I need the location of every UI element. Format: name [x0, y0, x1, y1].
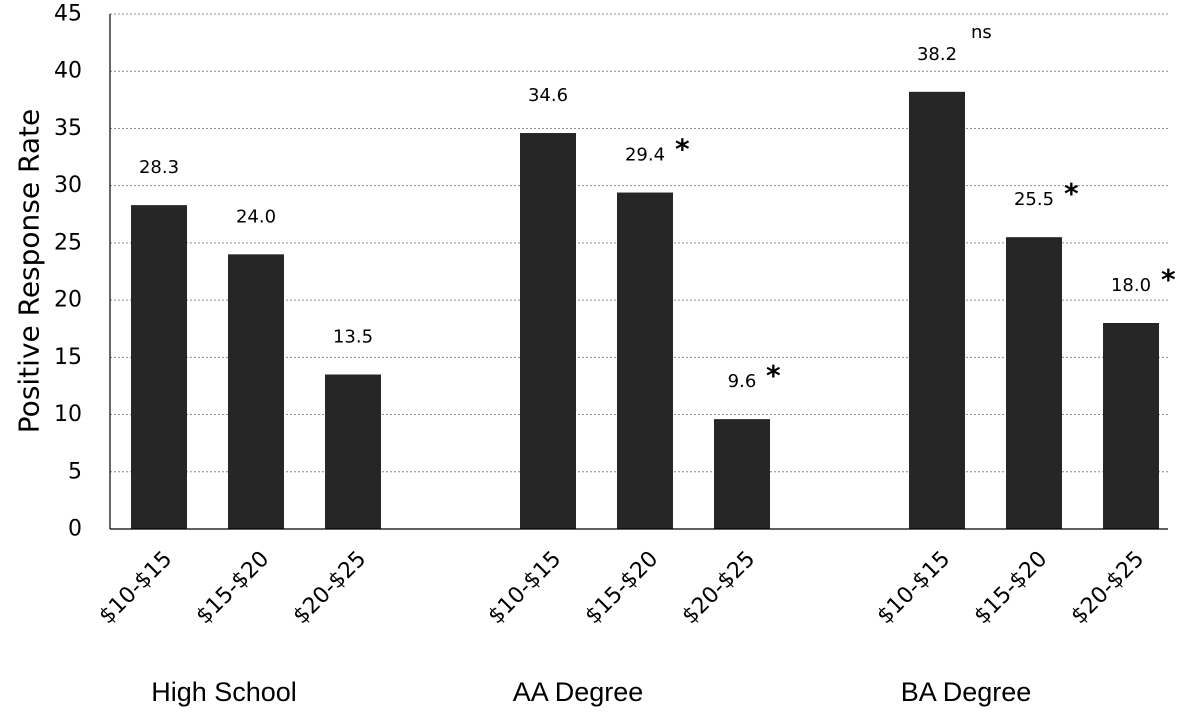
bars	[131, 91, 1159, 530]
significance-marker: *	[1064, 177, 1079, 210]
data-label: 18.0	[1111, 275, 1151, 296]
group-label: AA Degree	[513, 677, 644, 707]
y-tick-label: 5	[68, 459, 82, 484]
category-label: $15-$20	[581, 547, 664, 630]
y-tick-label: 35	[54, 116, 82, 141]
category-labels: $10-$15 $15-$20 $20-$25 $10-$15 $15-$20 $20-$…	[95, 547, 1150, 630]
bar	[325, 374, 381, 529]
data-label: 25.5	[1014, 189, 1054, 210]
y-tick-label: 0	[68, 517, 82, 542]
category-label: $10-$15	[484, 547, 567, 630]
y-tick-label: 10	[54, 402, 82, 427]
y-tick-label: 25	[54, 230, 82, 255]
y-axis-ticks: 0 5 10 15 20 25 30 35 40 45	[54, 2, 82, 542]
y-tick-label: 30	[54, 173, 82, 198]
bar	[228, 254, 284, 530]
category-label: $15-$20	[970, 547, 1053, 630]
group-label: High School	[151, 677, 297, 707]
significance-marker: ns	[971, 22, 992, 43]
bar	[617, 192, 673, 530]
data-labels: 28.3 24.0 13.5 34.6 29.4 * 9.6 * 38.2 ns 25.5 * 18.0…	[139, 22, 1176, 392]
y-tick-label: 20	[54, 288, 82, 313]
significance-marker: *	[766, 359, 781, 392]
category-label: $10-$15	[873, 547, 956, 630]
bar	[520, 133, 576, 529]
data-label: 34.6	[528, 85, 568, 106]
y-tick-label: 15	[54, 345, 82, 370]
category-label: $20-$25	[1067, 547, 1150, 630]
y-axis-label: Positive Response Rate	[13, 109, 46, 433]
significance-marker: *	[675, 133, 690, 166]
bar	[131, 205, 187, 529]
bar	[714, 419, 770, 529]
data-label: 38.2	[917, 44, 957, 65]
bar	[909, 91, 965, 530]
category-label: $20-$25	[289, 547, 372, 630]
data-label: 13.5	[333, 327, 373, 348]
data-label: 28.3	[139, 157, 179, 178]
bar	[1103, 323, 1159, 529]
bar	[1006, 237, 1062, 529]
y-tick-label: 40	[54, 59, 82, 84]
group-labels: High School AA Degree BA Degree	[151, 677, 1031, 707]
significance-marker: *	[1161, 263, 1176, 296]
data-label: 9.6	[728, 371, 757, 392]
group-label: BA Degree	[901, 677, 1032, 707]
category-label: $10-$15	[95, 547, 178, 630]
y-tick-label: 45	[54, 2, 82, 27]
category-label: $15-$20	[192, 547, 275, 630]
data-label: 29.4	[625, 145, 665, 166]
category-label: $20-$25	[678, 547, 761, 630]
data-label: 24.0	[236, 206, 276, 227]
